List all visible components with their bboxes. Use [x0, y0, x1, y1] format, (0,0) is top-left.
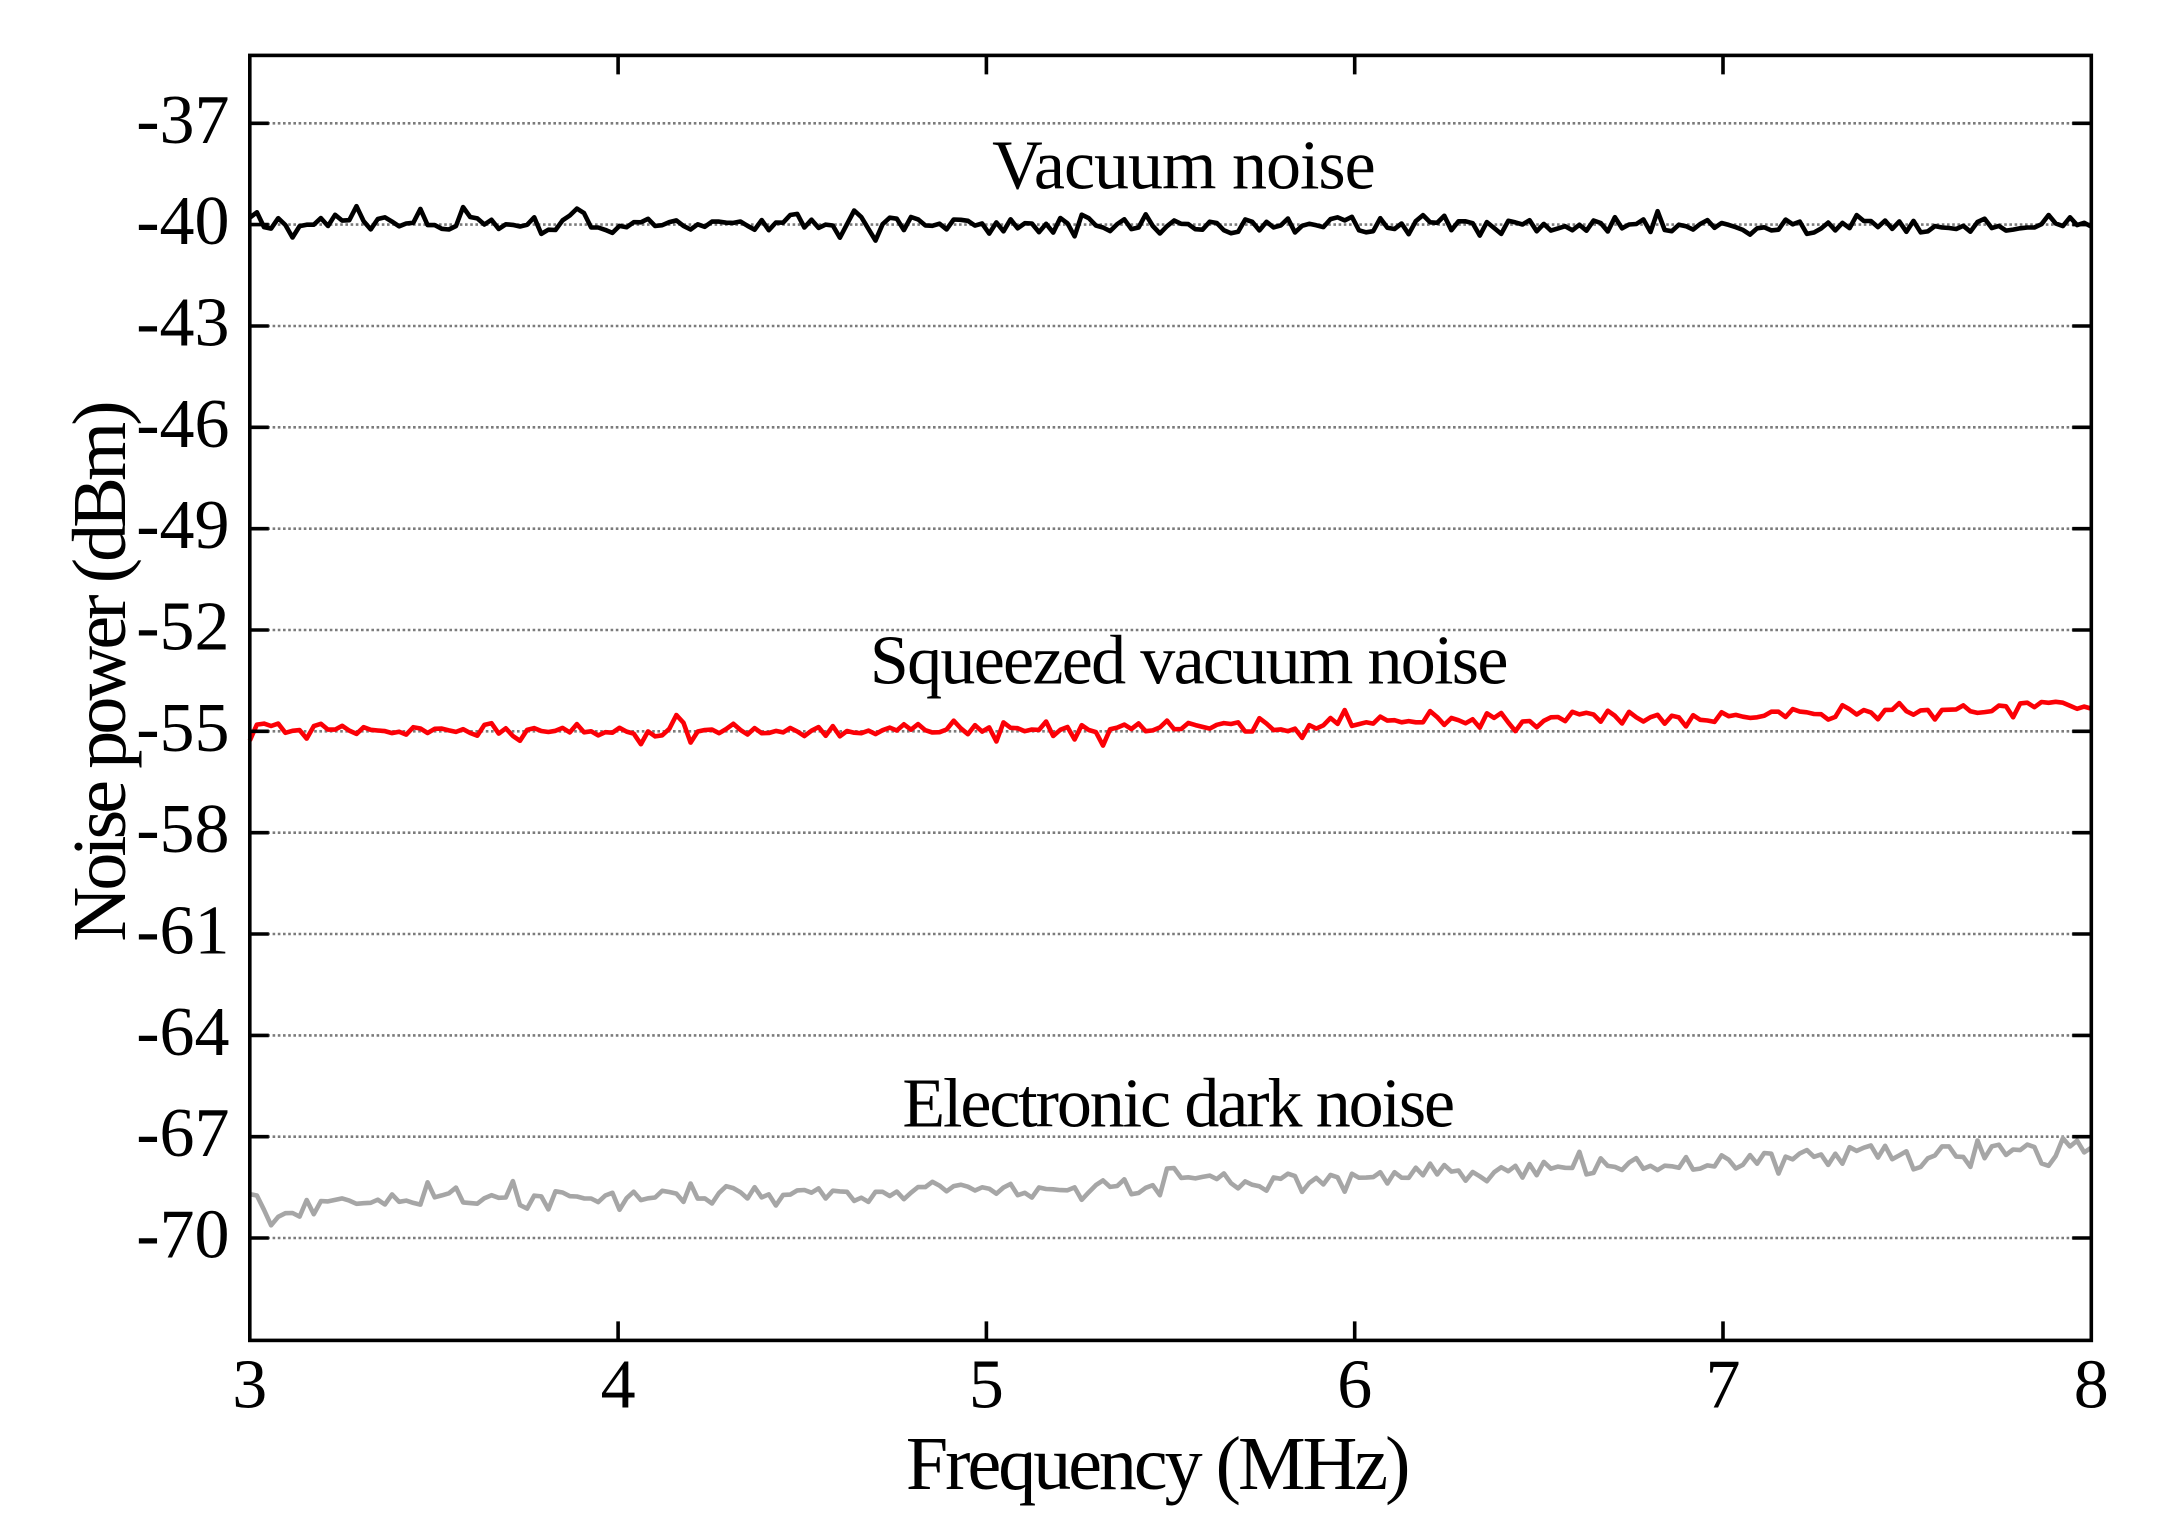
svg-text:-49: -49: [136, 487, 229, 564]
svg-text:-55: -55: [136, 690, 229, 767]
svg-text:Electronic dark noise: Electronic dark noise: [902, 1066, 1453, 1143]
svg-text:-67: -67: [136, 1095, 229, 1172]
svg-text:-43: -43: [136, 285, 229, 362]
svg-text:-40: -40: [136, 183, 229, 260]
svg-text:Squeezed vacuum noise: Squeezed vacuum noise: [870, 622, 1507, 699]
svg-text:3: 3: [232, 1347, 267, 1424]
svg-text:7: 7: [1706, 1347, 1741, 1424]
svg-text:-46: -46: [136, 386, 229, 463]
svg-text:Noise power (dBm): Noise power (dBm): [58, 404, 142, 942]
svg-text:8: 8: [2074, 1347, 2109, 1424]
svg-text:Frequency (MHz): Frequency (MHz): [906, 1422, 1408, 1506]
svg-text:-52: -52: [136, 589, 229, 666]
svg-text:6: 6: [1337, 1347, 1372, 1424]
svg-text:-64: -64: [136, 994, 229, 1071]
svg-text:-58: -58: [136, 791, 229, 868]
svg-text:-70: -70: [136, 1197, 229, 1274]
svg-text:4: 4: [601, 1347, 636, 1424]
svg-text:-61: -61: [136, 893, 229, 970]
svg-text:5: 5: [969, 1347, 1004, 1424]
svg-text:-37: -37: [136, 82, 229, 159]
svg-text:Vacuum noise: Vacuum noise: [992, 127, 1375, 204]
